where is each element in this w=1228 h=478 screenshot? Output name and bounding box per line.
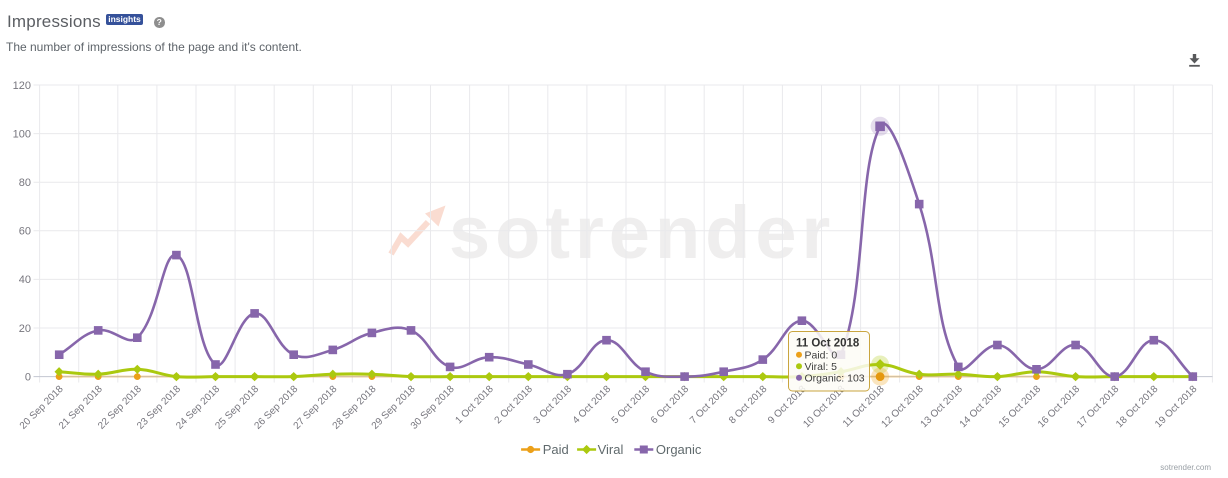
svg-text:60: 60 (19, 226, 31, 238)
svg-text:4 Oct 2018: 4 Oct 2018 (571, 384, 614, 427)
svg-text:11 Oct 2018: 11 Oct 2018 (796, 338, 860, 350)
svg-text:3 Oct 2018: 3 Oct 2018 (532, 384, 575, 427)
svg-text:Viral: 5: Viral: 5 (805, 361, 838, 373)
svg-text:19 Oct 2018: 19 Oct 2018 (1153, 384, 1200, 431)
svg-text:80: 80 (19, 177, 31, 189)
svg-text:sotrender.com: sotrender.com (1160, 463, 1211, 472)
svg-text:Paid: 0: Paid: 0 (805, 350, 838, 362)
svg-text:8 Oct 2018: 8 Oct 2018 (727, 384, 770, 427)
svg-text:Organic: 103: Organic: 103 (805, 373, 865, 385)
svg-text:120: 120 (13, 80, 31, 92)
svg-text:Viral: Viral (598, 442, 624, 457)
svg-text:0: 0 (25, 371, 31, 383)
svg-text:5 Oct 2018: 5 Oct 2018 (610, 384, 653, 427)
svg-text:7 Oct 2018: 7 Oct 2018 (688, 384, 731, 427)
svg-text:40: 40 (19, 274, 31, 286)
svg-text:100: 100 (13, 128, 31, 140)
svg-text:6 Oct 2018: 6 Oct 2018 (649, 384, 692, 427)
svg-text:2 Oct 2018: 2 Oct 2018 (493, 384, 536, 427)
svg-text:sotrender: sotrender (449, 191, 835, 274)
svg-text:20: 20 (19, 323, 31, 335)
svg-text:Paid: Paid (543, 442, 569, 457)
svg-text:Organic: Organic (656, 442, 702, 457)
svg-text:1 Oct 2018: 1 Oct 2018 (453, 384, 496, 427)
